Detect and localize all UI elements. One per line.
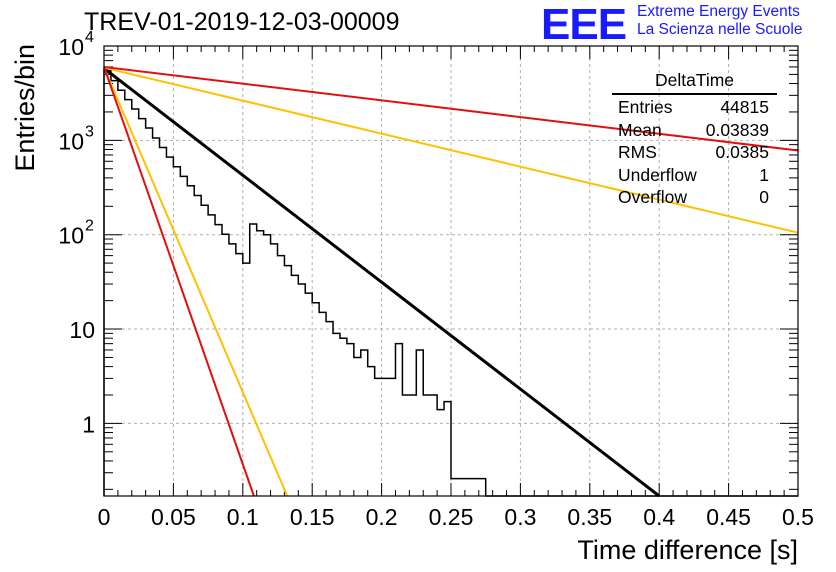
grid (104, 46, 798, 496)
y-tick-exponent: 2 (85, 218, 94, 235)
stats-value: 0.03839 (705, 119, 769, 140)
fit-line (103, 66, 255, 497)
stats-label: Mean (618, 119, 662, 140)
x-tick-label: 0.25 (429, 504, 474, 530)
fit-line (103, 65, 799, 152)
stats-row: Overflow 0 (612, 186, 777, 209)
x-tick-label: 0.05 (151, 504, 196, 530)
stats-label: RMS (618, 142, 657, 162)
x-tick-label: 0.45 (706, 504, 751, 530)
stats-label: Overflow (618, 187, 688, 207)
x-tick-label: 0.3 (504, 504, 536, 530)
fit-line (103, 66, 799, 234)
logo-caption: Extreme Energy Events La Scienza nelle S… (637, 3, 802, 39)
stats-value: 1 (759, 164, 769, 185)
x-tick-labels: 0 0.05 0.1 0.15 0.2 0.25 0.3 0.35 0.4 0.45 0.5 (98, 504, 814, 530)
logo-line-2: La Scienza nelle Scuole (637, 21, 803, 38)
y-tick-label: 10 (69, 317, 95, 343)
x-axis-label: Time difference [s] (577, 535, 798, 565)
stats-value: 0 (759, 187, 769, 207)
x-tick-label: 0.35 (567, 504, 612, 530)
stats-row: Entries 44815 (612, 96, 777, 119)
fit-line (103, 67, 289, 497)
stats-value: 0.0385 (715, 142, 769, 162)
x-tick-label: 0.4 (643, 504, 675, 530)
y-axis-label: Entries/bin (10, 44, 40, 172)
stats-title: DeltaTime (612, 70, 777, 95)
x-tick-label: 0.1 (227, 504, 259, 530)
stats-value: 44815 (720, 97, 769, 117)
x-tick-label: 0.2 (366, 504, 398, 530)
y-tick-label: 10 (58, 34, 84, 60)
y-tick-exponent: 3 (85, 123, 94, 140)
y-tick-exponent: 4 (85, 29, 94, 46)
logo-line-1: Extreme Energy Events (637, 3, 800, 20)
x-tick-label: 0 (98, 504, 111, 530)
stats-label: Entries (618, 97, 673, 117)
x-tick-label: 0.5 (782, 504, 814, 530)
run-title: TREV-01-2019-12-03-00009 (84, 8, 400, 36)
fit-lines (103, 65, 799, 498)
stats-box: DeltaTime Entries 44815 Mean 0.03839 RMS 0.… (612, 70, 777, 209)
fit-line (103, 67, 661, 498)
y-tick-label: 1 (82, 411, 95, 437)
stats-row: Mean 0.03839 (612, 119, 777, 142)
stats-row: RMS 0.0385 (612, 141, 777, 164)
stats-label: Underflow (618, 164, 697, 185)
eee-logo: EEE (541, 0, 627, 49)
stats-row: Underflow 1 (612, 164, 777, 187)
y-tick-label: 10 (58, 128, 84, 154)
plot-frame (103, 45, 799, 497)
y-tick-label: 10 (58, 223, 84, 249)
x-tick-label: 0.15 (290, 504, 335, 530)
